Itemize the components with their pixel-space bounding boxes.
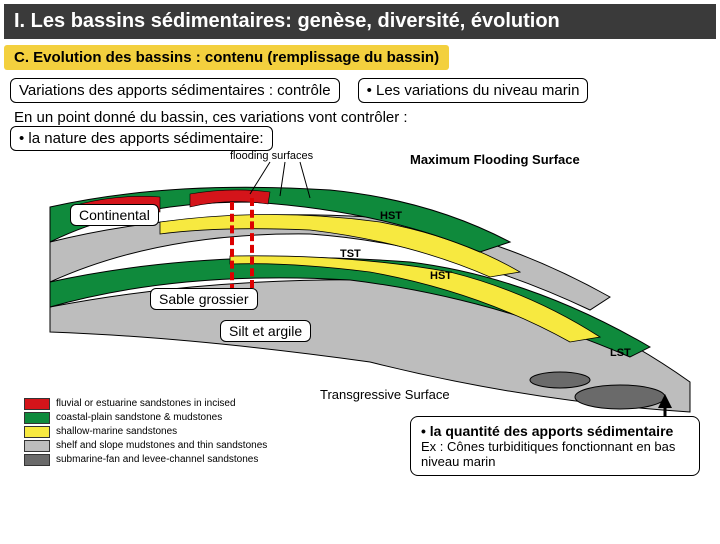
callout-title: • la quantité des apports sédimentaire [421,423,673,439]
stratigraphy-diagram: flooding surfaces Maximum Flooding Surfa… [10,152,710,482]
swatch-green [24,412,50,424]
overlay-silt: Silt et argile [220,320,311,342]
legend-text: shelf and slope mudstones and thin sands… [56,440,267,452]
legend-row: coastal-plain sandstone & mudstones [24,412,267,424]
legend-row: shallow-marine sandstones [24,426,267,438]
legend-text: shallow-marine sandstones [56,426,177,438]
label-transgressive: Transgressive Surface [320,387,450,402]
overlay-continental: Continental [70,204,159,226]
pill-marin: • Les variations du niveau marin [358,78,589,103]
label-mfs: Maximum Flooding Surface [410,152,580,167]
marker-dash-2 [250,198,254,288]
callout-body: Ex : Cônes turbiditiques fonctionnant en… [421,439,675,469]
swatch-grey [24,440,50,452]
label-tst: TST [340,248,361,260]
page-title: I. Les bassins sédimentaires: genèse, di… [4,4,716,39]
legend-row: submarine-fan and levee-channel sandston… [24,454,267,466]
intro-text: En un point donné du bassin, ces variati… [14,109,706,126]
swatch-dgrey [24,454,50,466]
label-flooding: flooding surfaces [230,150,313,162]
callout-quantite: • la quantité des apports sédimentaire E… [410,416,700,476]
overlay-sable: Sable grossier [150,288,258,310]
legend-text: coastal-plain sandstone & mudstones [56,412,222,424]
section-subtitle: C. Evolution des bassins : contenu (remp… [4,45,449,70]
pill-variations: Variations des apports sédimentaires : c… [10,78,340,103]
legend-row: shelf and slope mudstones and thin sands… [24,440,267,452]
legend-text: fluvial or estuarine sandstones in incis… [56,398,236,410]
marker-dash-1 [230,202,234,292]
label-hst2: HST [430,270,452,282]
bullet-nature: • la nature des apports sédimentaire: [10,126,273,151]
swatch-yellow [24,426,50,438]
label-lst: LST [610,347,631,359]
swatch-red [24,398,50,410]
legend: fluvial or estuarine sandstones in incis… [24,396,267,468]
legend-text: submarine-fan and levee-channel sandston… [56,454,258,466]
legend-row: fluvial or estuarine sandstones in incis… [24,398,267,410]
label-hst1: HST [380,210,402,222]
